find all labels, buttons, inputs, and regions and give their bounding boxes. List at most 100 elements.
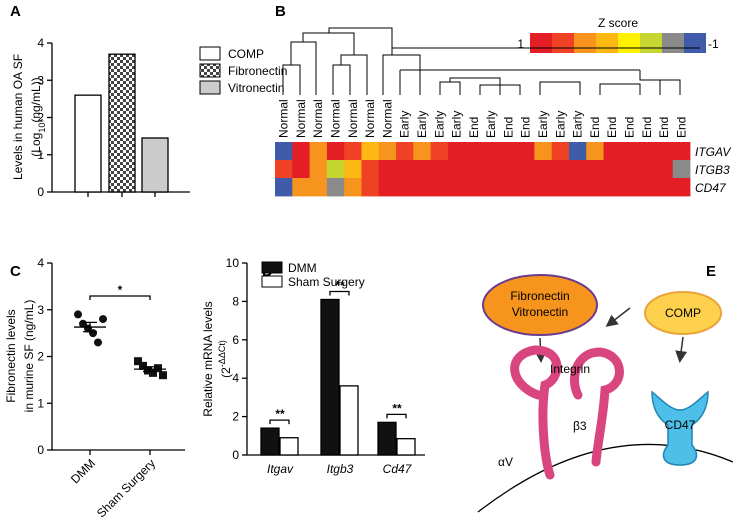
- column-label: End: [588, 117, 602, 138]
- dendrogram-link: [328, 27, 393, 48]
- colorbar-cell: [530, 33, 552, 53]
- heatmap-cell: [465, 160, 483, 179]
- dendrogram-link: [382, 54, 421, 95]
- significance-label: *: [118, 283, 123, 297]
- bar: [320, 298, 340, 456]
- heatmap-cell: [447, 160, 466, 179]
- ligand-label: Fibronectin: [510, 289, 569, 303]
- heatmap-cell: [620, 178, 639, 197]
- bar: [279, 437, 299, 456]
- column-label: Early: [484, 111, 498, 138]
- heatmap-cell: [655, 178, 674, 197]
- column-label: Early: [415, 111, 429, 138]
- column-label: Normal: [380, 99, 394, 138]
- dendrogram-link: [302, 32, 355, 42]
- heatmap-cell: [309, 160, 328, 179]
- column-label: Early: [450, 111, 464, 138]
- y-tick-label: 2: [37, 350, 44, 364]
- data-point: [94, 338, 102, 347]
- heatmap-cell: [378, 142, 397, 161]
- heatmap-cell: [361, 178, 380, 197]
- y-axis-label-part: (2: [219, 367, 233, 378]
- column-label: Normal: [277, 99, 291, 138]
- y-tick-label: 3: [37, 303, 44, 317]
- legend-swatch: [261, 275, 283, 288]
- heatmap-cell: [292, 178, 310, 197]
- panel-label: E: [706, 263, 716, 280]
- colorbar-cell: [662, 33, 684, 53]
- heatmap-cell: [413, 178, 432, 197]
- y-tick-label: 2: [232, 410, 239, 424]
- y-axis-label-part: Levels in human OA SF: [11, 54, 25, 180]
- heatmap-cell: [499, 178, 518, 197]
- column-label: Normal: [311, 99, 325, 138]
- dendrogram-link: [539, 81, 581, 95]
- column-label: End: [467, 117, 481, 138]
- y-axis-label: (2-ΔΔCt): [217, 340, 233, 378]
- y-tick-label: 1: [37, 396, 44, 410]
- heatmap-cell: [620, 160, 639, 179]
- y-axis-label-part: -ΔΔCt): [217, 340, 227, 367]
- column-label: End: [501, 117, 515, 138]
- y-tick-label: 4: [37, 256, 44, 270]
- y-tick-label: 10: [226, 256, 240, 270]
- column-label: Normal: [346, 99, 360, 138]
- colorbar-label: Z score: [598, 16, 638, 30]
- y-axis-label-part: in murine SF (ng/mL): [22, 300, 36, 413]
- bar: [74, 94, 102, 193]
- legend-label: DMM: [288, 261, 317, 275]
- heatmap-cell: [586, 178, 604, 197]
- heatmap-cell: [551, 142, 570, 161]
- heatmap-cell: [447, 178, 466, 197]
- legend-swatch: [199, 80, 221, 95]
- y-tick-label: 8: [232, 294, 239, 308]
- heatmap-cell: [551, 178, 570, 197]
- column-label: Early: [398, 111, 412, 138]
- significance-bracket: [329, 290, 350, 296]
- heatmap-cell: [603, 178, 622, 197]
- data-point: [144, 366, 152, 375]
- significance-label: **: [392, 401, 402, 415]
- column-label: Normal: [329, 99, 343, 138]
- heatmap-cell: [430, 142, 449, 161]
- colorbar-cell: [684, 33, 706, 53]
- heatmap-cell: [603, 160, 622, 179]
- x-tick-label: Cd47: [383, 462, 413, 476]
- error-bar: [83, 321, 97, 333]
- dendrogram-link: [449, 77, 501, 95]
- column-label: End: [519, 117, 533, 138]
- subunit-label: β3: [573, 419, 587, 433]
- dendrogram-link: [332, 64, 351, 95]
- heatmap-cell: [430, 178, 449, 197]
- heatmap-cell: [447, 142, 466, 161]
- dendrogram-link: [439, 81, 461, 95]
- y-tick-label: 0: [37, 443, 44, 457]
- arrow: [675, 336, 688, 363]
- y-tick-label: 1: [37, 148, 44, 162]
- data-point: [159, 371, 167, 380]
- x-tick-label: Sham Surgery: [94, 456, 158, 520]
- legend-label: Fibronectin: [228, 64, 287, 78]
- legend-swatch: [261, 261, 283, 274]
- significance-bracket: [89, 295, 151, 300]
- heatmap-cell: [499, 142, 518, 161]
- y-tick-label: 0: [37, 185, 44, 199]
- heatmap-cell: [672, 160, 691, 179]
- colorbar-tick: 1: [517, 37, 524, 51]
- error-bar: [143, 366, 157, 373]
- legend-label: Vitronectin: [228, 81, 284, 95]
- y-axis-label: Relative mRNA levels: [201, 301, 215, 416]
- significance-bracket: [386, 413, 407, 419]
- cd47-shape: [651, 390, 709, 466]
- column-label: Normal: [363, 99, 377, 138]
- data-point: [149, 368, 157, 377]
- subunit-label: αV: [498, 455, 513, 469]
- heatmap-cell: [326, 178, 345, 197]
- column-label: Normal: [294, 99, 308, 138]
- heatmap-cell: [292, 142, 310, 161]
- column-label: End: [605, 117, 619, 138]
- receptor-label: CD47: [665, 418, 696, 432]
- heatmap-cell: [638, 178, 656, 197]
- panel-label: A: [10, 3, 21, 20]
- column-label: End: [674, 117, 688, 138]
